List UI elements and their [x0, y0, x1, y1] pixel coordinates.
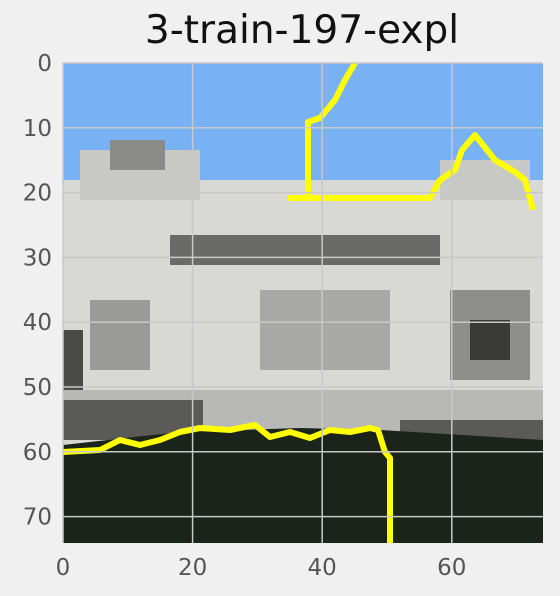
colonnade-band [170, 235, 440, 265]
y-axis-tick-labels: 0 10 20 30 40 50 60 70 [23, 51, 52, 531]
x-tick-label: 20 [178, 555, 207, 581]
x-tick-label: 0 [56, 555, 71, 581]
y-tick-label: 0 [37, 51, 52, 77]
image-raster [63, 63, 543, 543]
ground-region [63, 450, 543, 543]
y-tick-label: 70 [23, 505, 52, 531]
y-tick-label: 20 [23, 181, 52, 207]
x-tick-label: 60 [437, 555, 466, 581]
x-tick-label: 40 [308, 555, 337, 581]
y-tick-label: 30 [23, 245, 52, 271]
ground-edge [63, 428, 543, 455]
building-dark-left [63, 330, 83, 400]
building-dark-right [470, 320, 510, 360]
figure-title: 3-train-197-expl [144, 8, 460, 53]
outline-top [287, 61, 536, 211]
grid-lines [62, 62, 543, 543]
building-shade-2 [90, 300, 150, 370]
outline-bottom [62, 422, 393, 543]
x-axis-tick-labels: 0 20 40 60 [56, 555, 467, 581]
y-tick-label: 50 [23, 375, 52, 401]
y-tick-label: 60 [23, 440, 52, 466]
y-tick-label: 10 [23, 116, 52, 142]
y-tick-label: 40 [23, 310, 52, 336]
left-statue [110, 140, 165, 170]
building-shade-1 [260, 290, 390, 370]
explanation-outline [62, 61, 536, 543]
